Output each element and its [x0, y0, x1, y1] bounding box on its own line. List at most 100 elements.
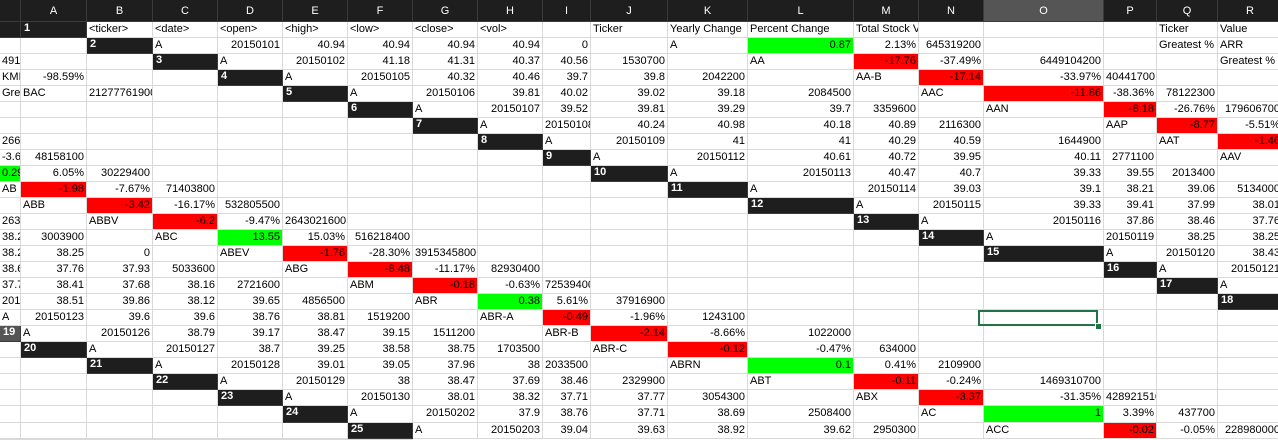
data-cell[interactable]: 37.75 — [0, 278, 21, 294]
cell[interactable] — [854, 246, 919, 262]
cell[interactable] — [153, 102, 218, 118]
summary-cell[interactable]: -7.67% — [87, 182, 153, 198]
data-cell[interactable]: A — [348, 86, 413, 102]
cell[interactable] — [591, 358, 668, 374]
cell[interactable] — [984, 326, 1104, 342]
data-cell[interactable]: A — [153, 358, 218, 374]
cell[interactable] — [984, 358, 1104, 374]
data-cell[interactable]: 3054300 — [668, 390, 748, 406]
column-header-extra[interactable] — [0, 22, 21, 38]
cell[interactable] — [218, 134, 283, 150]
summary-cell[interactable]: 266930500 — [0, 134, 21, 150]
cell[interactable] — [591, 38, 668, 54]
summary-cell[interactable]: 3915345800 — [413, 246, 478, 262]
cell[interactable] — [1157, 310, 1218, 326]
summary-cell[interactable]: 3.39% — [1104, 406, 1157, 423]
data-cell[interactable]: A — [413, 423, 478, 439]
row-header-6[interactable]: 6 — [348, 102, 413, 118]
cell[interactable] — [984, 294, 1104, 310]
data-cell[interactable]: 38.81 — [283, 310, 348, 326]
data-cell[interactable]: 38.12 — [153, 294, 218, 310]
cell[interactable] — [283, 118, 348, 134]
data-cell[interactable]: 1511200 — [413, 326, 478, 342]
header-cell[interactable]: Ticker — [1157, 22, 1218, 38]
data-cell[interactable]: A — [348, 406, 413, 423]
summary-cell[interactable]: 634000 — [854, 342, 919, 358]
cell[interactable] — [413, 182, 478, 198]
data-cell[interactable]: 37.71 — [591, 406, 668, 423]
cell[interactable] — [543, 342, 591, 358]
cell[interactable] — [1104, 326, 1157, 342]
summary-cell[interactable]: -0.05% — [1157, 423, 1218, 439]
summary-cell[interactable]: 1469310700 — [984, 374, 1104, 390]
summary-cell[interactable]: ABX — [854, 390, 919, 406]
cell[interactable] — [87, 150, 153, 166]
yearly-change-cell[interactable]: -1.98 — [21, 182, 87, 198]
column-header-f[interactable]: F — [348, 0, 413, 22]
data-cell[interactable]: 38.25 — [21, 246, 87, 262]
summary-cell[interactable]: 1022000 — [748, 326, 854, 342]
cell[interactable] — [478, 214, 543, 230]
data-cell[interactable]: 39.55 — [1104, 166, 1157, 182]
data-cell[interactable]: 39.33 — [984, 166, 1104, 182]
data-cell[interactable]: 40.47 — [854, 166, 919, 182]
data-cell[interactable]: A — [283, 70, 348, 86]
cell[interactable] — [984, 262, 1104, 278]
cell[interactable] — [283, 166, 348, 182]
header-cell[interactable]: Yearly Change — [668, 22, 748, 38]
cell[interactable] — [87, 423, 153, 439]
data-cell[interactable]: 40.89 — [854, 118, 919, 134]
cell[interactable] — [1157, 342, 1218, 358]
cell[interactable] — [1157, 358, 1218, 374]
column-header-d[interactable]: D — [218, 0, 283, 22]
data-cell[interactable]: 38.69 — [668, 406, 748, 423]
cell[interactable] — [478, 326, 543, 342]
data-cell[interactable]: 38.92 — [668, 423, 748, 439]
data-cell[interactable]: A — [0, 310, 21, 326]
summary-cell[interactable]: AA — [748, 54, 854, 70]
data-cell[interactable]: 38.66 — [0, 262, 21, 278]
yearly-change-cell[interactable]: 0.87 — [748, 38, 854, 54]
cell[interactable] — [1218, 406, 1278, 423]
row-header-23[interactable]: 23 — [218, 390, 283, 406]
data-cell[interactable]: 2329900 — [591, 374, 668, 390]
data-cell[interactable]: 3003900 — [21, 230, 87, 246]
yearly-change-cell[interactable]: -0.49 — [543, 310, 591, 326]
data-cell[interactable]: 2508400 — [748, 406, 854, 423]
cell[interactable] — [283, 198, 348, 214]
summary-cell[interactable]: 82930400 — [478, 262, 543, 278]
data-cell[interactable]: 41 — [748, 134, 854, 150]
data-cell[interactable]: 2042200 — [668, 70, 748, 86]
column-header-g[interactable]: G — [413, 0, 478, 22]
cell[interactable] — [919, 102, 984, 118]
header-cell[interactable]: <low> — [348, 22, 413, 38]
cell[interactable] — [591, 262, 668, 278]
column-header-r[interactable]: R — [1218, 0, 1278, 22]
cell[interactable] — [668, 278, 748, 294]
cell[interactable] — [919, 246, 984, 262]
header-cell[interactable]: <close> — [413, 22, 478, 38]
data-cell[interactable]: 38 — [348, 374, 413, 390]
cell[interactable] — [0, 102, 21, 118]
summary-cell[interactable]: ABR-C — [591, 342, 668, 358]
data-cell[interactable]: 41 — [668, 134, 748, 150]
cell[interactable] — [348, 118, 413, 134]
summary-cell[interactable]: 4289215100 — [1104, 390, 1157, 406]
cell[interactable] — [543, 182, 591, 198]
data-cell[interactable]: 2950300 — [854, 423, 919, 439]
data-cell[interactable]: 2084500 — [748, 86, 854, 102]
cell[interactable] — [413, 134, 478, 150]
row-header-17[interactable]: 17 — [1157, 278, 1218, 294]
data-cell[interactable]: 40.02 — [543, 86, 591, 102]
summary-cell[interactable]: -8.66% — [668, 326, 748, 342]
cell[interactable] — [543, 262, 591, 278]
data-cell[interactable]: 38.47 — [283, 326, 348, 342]
data-cell[interactable]: A — [478, 118, 543, 134]
data-cell[interactable]: 37.99 — [1157, 198, 1218, 214]
data-cell[interactable]: 40.59 — [919, 134, 984, 150]
data-cell[interactable]: 20150120 — [1157, 246, 1218, 262]
cell[interactable] — [748, 246, 854, 262]
cell[interactable] — [919, 278, 984, 294]
data-cell[interactable]: A — [218, 374, 283, 390]
cell[interactable] — [0, 118, 21, 134]
